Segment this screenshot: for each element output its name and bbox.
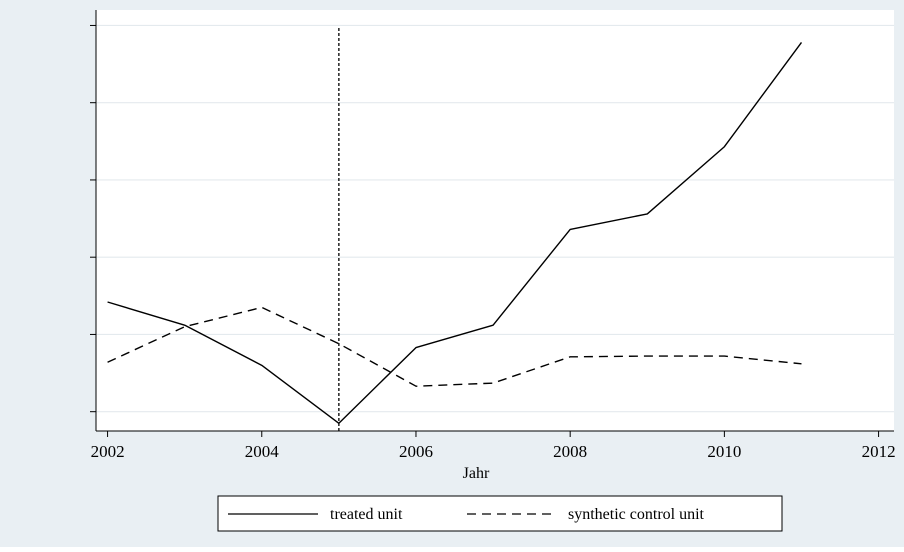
x-axis-ticks: 2002 2004 2006 2008 2010 2012 <box>91 431 896 461</box>
legend-label-treated-unit: treated unit <box>330 506 403 523</box>
series-lines <box>107 42 803 424</box>
x-tick-label-1: 2004 <box>245 442 280 461</box>
x-tick-label-0: 2002 <box>91 442 125 461</box>
legend-label-synthetic-control-unit: synthetic control unit <box>568 506 705 523</box>
gridlines <box>96 24 894 413</box>
legend: treated unit synthetic control unit <box>217 495 783 532</box>
x-tick-label-5: 2012 <box>862 442 896 461</box>
x-tick-label-3: 2008 <box>553 442 587 461</box>
y-axis-ticks <box>90 24 96 413</box>
series-line-synthetic-control-unit <box>107 306 802 387</box>
plot-area <box>96 10 894 431</box>
series-line-treated-unit <box>107 42 803 424</box>
x-axis-label: Jahr <box>463 465 490 482</box>
x-tick-label-2: 2006 <box>399 442 433 461</box>
x-tick-label-4: 2010 <box>707 442 741 461</box>
